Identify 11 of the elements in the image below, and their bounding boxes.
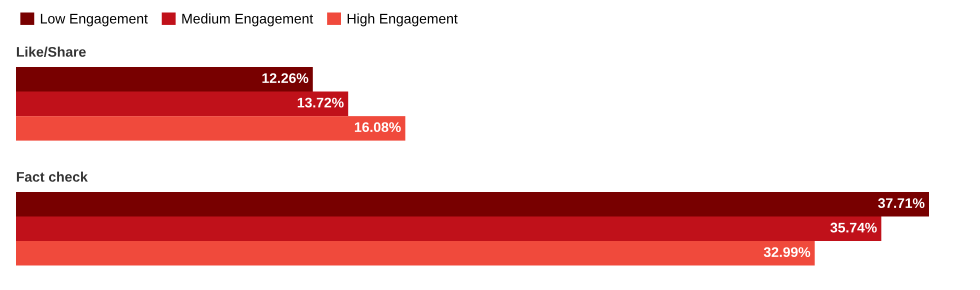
data-label: 32.99% bbox=[764, 247, 810, 258]
data-label: 13.72% bbox=[298, 98, 344, 108]
legend-label: Low Engagement bbox=[40, 14, 148, 26]
legend-label: Medium Engagement bbox=[182, 13, 314, 26]
data-label: 37.71% bbox=[878, 198, 924, 208]
data-label: 35.74% bbox=[830, 222, 877, 233]
data-label: 12.26% bbox=[262, 73, 308, 84]
y-tick-label: Like/Share bbox=[16, 46, 86, 57]
y-tick-label: Fact check bbox=[16, 172, 88, 182]
legend-label: High Engagement bbox=[348, 13, 458, 26]
data-label: 16.08% bbox=[354, 122, 401, 132]
